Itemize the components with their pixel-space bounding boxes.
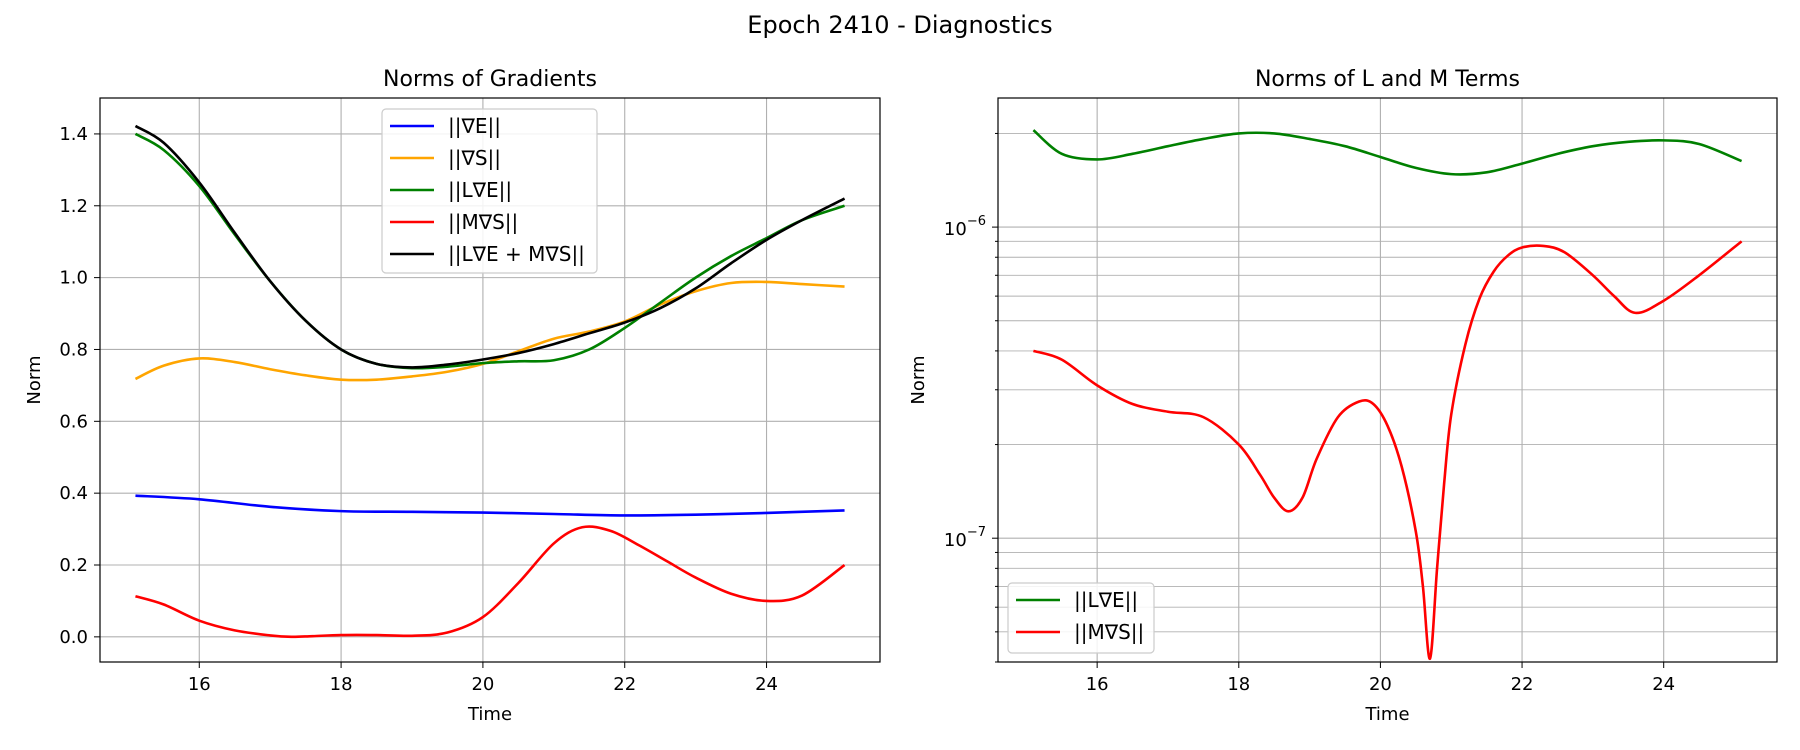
x-tick-label: 18 [1227, 674, 1250, 695]
figure-suptitle: Epoch 2410 - Diagnostics [747, 11, 1052, 39]
x-tick-label: 22 [1511, 674, 1534, 695]
axes-title: Norms of Gradients [383, 67, 597, 92]
legend-label: ||∇E|| [448, 114, 501, 138]
legend-box [381, 108, 598, 274]
legend-label: ||M∇S|| [1074, 620, 1144, 644]
legend-label: ||L∇E|| [448, 178, 512, 202]
x-tick-label: 16 [1086, 674, 1109, 695]
y-tick-label: 0.2 [59, 555, 88, 576]
y-axis-label: Norm [24, 355, 45, 404]
series-line [1032, 129, 1743, 176]
series-line [134, 124, 846, 369]
y-tick-label: 10−7 [944, 525, 986, 551]
x-axis-label: Time [1364, 704, 1409, 725]
y-tick-label: 1.0 [59, 268, 88, 289]
x-tick-label: 20 [1369, 674, 1392, 695]
y-tick-base: 10 [944, 219, 967, 240]
axes-frame [99, 97, 881, 663]
legend-label: ||∇S|| [448, 146, 501, 170]
axes-frame [997, 97, 1778, 663]
axes-title: Norms of L and M Terms [1255, 67, 1520, 92]
y-tick-label: 0.8 [59, 339, 88, 360]
y-tick-base: 10 [944, 530, 967, 551]
y-tick-exponent: −7 [967, 525, 986, 540]
y-tick-label: 0.6 [59, 411, 88, 432]
y-tick-label: 0.0 [59, 627, 88, 648]
y-tick-exponent: −6 [967, 214, 986, 229]
legend-label: ||L∇E|| [1074, 588, 1138, 612]
y-tick-label: 0.4 [59, 483, 88, 504]
series-line [134, 280, 845, 382]
series-line [1033, 240, 1743, 660]
x-tick-label: 18 [330, 674, 353, 695]
legend-label: ||L∇E + M∇S|| [448, 242, 585, 266]
x-tick-label: 16 [188, 674, 211, 695]
gradients-chart: 16 18 20 22 24 0.0 0.2 0.4 0.6 0.8 1.0 1.2 1.4 Norms … [24, 67, 881, 725]
x-tick-label: 24 [755, 674, 778, 695]
x-tick-label: 24 [1652, 674, 1675, 695]
x-tick-label: 20 [471, 674, 494, 695]
y-tick-label: 1.2 [59, 196, 88, 217]
y-tick-label: 10−6 [944, 214, 986, 240]
y-tick-label: 1.4 [59, 124, 88, 145]
series-line [135, 525, 846, 639]
series-line [135, 494, 845, 517]
y-axis-label: Norm [908, 355, 929, 404]
legend-label: ||M∇S|| [448, 210, 518, 234]
x-axis-label: Time [467, 704, 512, 725]
x-tick-label: 22 [613, 674, 636, 695]
